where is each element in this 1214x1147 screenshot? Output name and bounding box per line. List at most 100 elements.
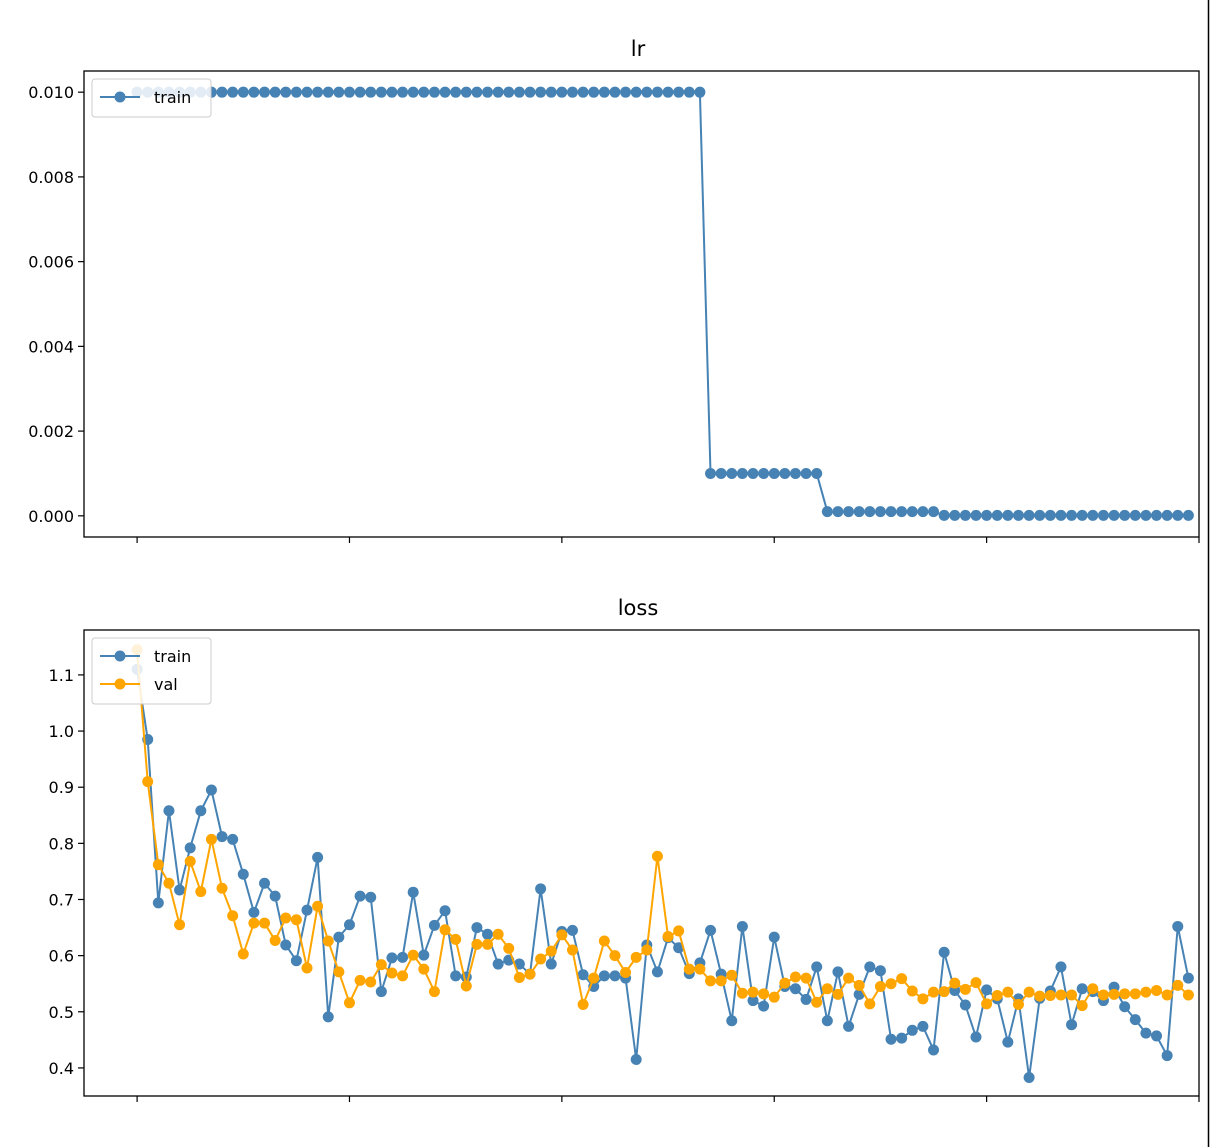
lr-train-point <box>428 86 440 98</box>
loss-train-point <box>184 842 196 854</box>
lr-train-point <box>524 86 536 98</box>
loss-train-point <box>768 931 780 943</box>
lr-ytick-label: 0.006 <box>28 253 74 272</box>
loss-val-point <box>970 977 982 989</box>
lr-train-point <box>1087 509 1099 521</box>
loss-val-point <box>386 967 398 979</box>
loss-train-point <box>152 897 164 909</box>
lr-train-point <box>492 86 504 98</box>
loss-train-point <box>428 919 440 931</box>
loss-val-point <box>1044 990 1056 1002</box>
lr-train-point <box>545 86 557 98</box>
loss-train-point <box>928 1044 940 1056</box>
loss-val-point <box>705 975 717 987</box>
loss-train-point <box>333 931 345 943</box>
lr-train-point <box>1172 509 1184 521</box>
loss-val-point <box>959 983 971 995</box>
loss-val-point <box>566 944 578 956</box>
lr-train-point <box>1151 509 1163 521</box>
loss-val-point <box>1066 989 1078 1001</box>
loss-val-point <box>503 942 515 954</box>
loss-val-point <box>609 950 621 962</box>
lr-train-point <box>609 86 621 98</box>
lr-train-point <box>694 86 706 98</box>
loss-train-point <box>513 958 525 970</box>
loss-train-point <box>1161 1050 1173 1062</box>
loss-ytick-label: 0.6 <box>49 947 74 966</box>
loss-val-point <box>492 928 504 940</box>
loss-val-point <box>651 850 663 862</box>
lr-train-point <box>715 467 727 479</box>
lr-train-point <box>928 506 940 518</box>
loss-train-point <box>227 833 239 845</box>
loss-train-point <box>439 905 451 917</box>
lr-ytick-label: 0.008 <box>28 168 74 187</box>
loss-val-point <box>981 998 993 1010</box>
loss-train-point <box>397 951 409 963</box>
loss-val-point <box>577 998 589 1010</box>
loss-val-point <box>322 935 334 947</box>
loss-val-point <box>280 912 292 924</box>
loss-legend-box <box>91 637 212 705</box>
lr-train-point <box>736 467 748 479</box>
lr-train-point <box>758 467 770 479</box>
lr-train-point <box>726 467 738 479</box>
loss-val-point <box>1129 988 1141 1000</box>
loss-val-point <box>184 855 196 867</box>
loss-train-point <box>1066 1019 1078 1031</box>
loss-val-point <box>598 935 610 947</box>
loss-val-point <box>673 925 685 937</box>
lr-train-point <box>577 86 589 98</box>
loss-train-point <box>811 961 823 973</box>
lr-train-point <box>588 86 600 98</box>
loss-train-point <box>1119 1001 1131 1013</box>
lr-train-point <box>800 467 812 479</box>
loss-val-point <box>736 987 748 999</box>
loss-val-point <box>641 944 653 956</box>
lr-train-point <box>821 506 833 518</box>
loss-legend-val-label: val <box>154 675 178 694</box>
lr-train-point <box>789 467 801 479</box>
loss-val-point <box>896 973 908 985</box>
lr-train-point <box>779 467 791 479</box>
lr-train-point <box>1044 509 1056 521</box>
loss-val-point <box>853 979 865 991</box>
lr-train-point <box>259 86 271 98</box>
loss-train-point <box>174 884 186 896</box>
loss-val-point <box>269 934 281 946</box>
lr-train-point <box>705 467 717 479</box>
loss-val-point <box>259 917 271 929</box>
lr-train-point <box>301 86 313 98</box>
lr-train-point <box>1055 509 1067 521</box>
lr-train-point <box>1076 509 1088 521</box>
loss-train-point <box>789 983 801 995</box>
lr-train-point <box>874 506 886 518</box>
lr-train-point <box>365 86 377 98</box>
loss-val-point <box>1012 998 1024 1010</box>
lr-ytick-label: 0.004 <box>28 337 74 356</box>
lr-train-point <box>216 86 228 98</box>
lr-train-point <box>1119 509 1131 521</box>
loss-train-point <box>800 993 812 1005</box>
loss-val-point <box>811 996 823 1008</box>
lr-train-point <box>843 506 855 518</box>
loss-val-point <box>524 968 536 980</box>
lr-train-point <box>1023 509 1035 521</box>
loss-train-point <box>1055 961 1067 973</box>
lr-train-point <box>322 86 334 98</box>
loss-train-point <box>237 868 249 880</box>
loss-val-point <box>821 983 833 995</box>
lr-train-point <box>630 86 642 98</box>
loss-val-point <box>407 949 419 961</box>
loss-val-point <box>726 969 738 981</box>
loss-val-point <box>789 971 801 983</box>
loss-val-point <box>906 985 918 997</box>
loss-axes-frame <box>83 629 1200 1097</box>
lr-ytick-label: 0.000 <box>28 507 74 526</box>
lr-legend-train-marker <box>114 91 126 103</box>
lr-train-point <box>1182 509 1194 521</box>
loss-ytick-label: 0.8 <box>49 834 74 853</box>
loss-train-point <box>1023 1071 1035 1083</box>
loss-train-point <box>195 805 207 817</box>
loss-val-line <box>136 649 1190 1007</box>
